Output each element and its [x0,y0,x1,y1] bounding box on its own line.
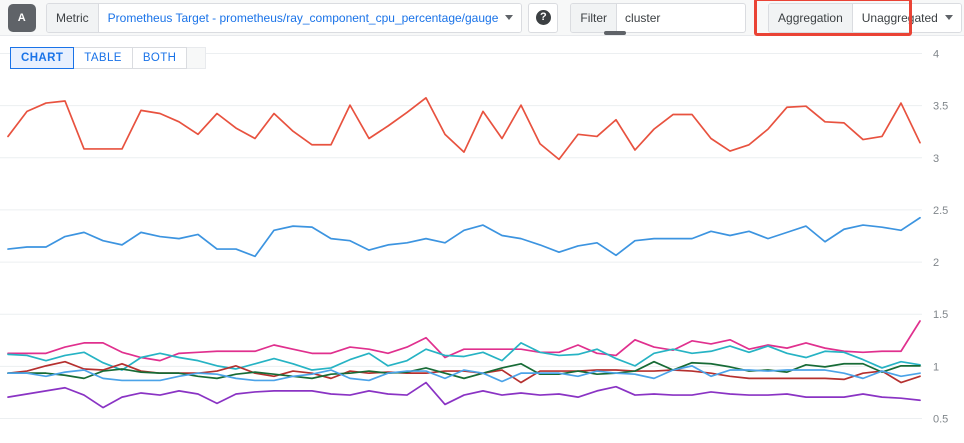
chart-series-line[interactable] [7,360,921,380]
y-axis-tick-label: 2.5 [933,205,948,217]
filter-input[interactable] [617,3,746,32]
chart-series-line[interactable] [7,216,921,258]
chart-series-line[interactable] [7,381,921,409]
y-axis-tick-label: 3.5 [933,101,948,113]
query-toolbar: A Metric Prometheus Target - prometheus/… [0,0,964,36]
aggregation-label: Aggregation [769,3,853,32]
timeseries-chart[interactable]: 4 3.5 3 2.5 2 1.5 1 0.5 [0,36,964,443]
filter-label: Filter [571,3,618,32]
view-tab-table[interactable]: TABLE [74,47,133,69]
view-tab-both[interactable]: BOTH [132,47,188,69]
drag-handle[interactable] [604,31,626,35]
y-axis-tick-label: 1.5 [933,309,948,321]
chart-panel: 4 3.5 3 2.5 2 1.5 1 0.5 [0,36,964,443]
view-tab-label: BOTH [142,52,177,64]
y-axis-tick-label: 1 [933,361,939,373]
view-tab-chart[interactable]: CHART [10,47,75,69]
metric-value-text: Prometheus Target - prometheus/ray_compo… [107,10,499,25]
chevron-down-icon [944,15,953,20]
aggregation-selector[interactable]: Aggregation Unaggregated [768,2,962,33]
filter-selector[interactable]: Filter [570,2,747,33]
chart-series-line[interactable] [7,365,921,383]
aggregation-value[interactable]: Unaggregated [852,3,961,32]
view-tab-label: CHART [21,52,64,64]
series-letter-badge[interactable]: A [8,3,36,32]
help-circle-icon: ? [535,10,551,25]
view-tab-label: TABLE [84,52,122,64]
metric-selector[interactable]: Metric Prometheus Target - prometheus/ra… [46,2,523,33]
chart-series-line[interactable] [7,342,921,371]
view-tabs: CHART TABLE BOTH [10,47,188,69]
aggregation-area: Aggregation Unaggregated [754,0,962,36]
metric-value[interactable]: Prometheus Target - prometheus/ray_compo… [98,3,522,32]
chart-series-line[interactable] [7,96,921,161]
y-axis-tick-label: 3 [933,153,939,165]
metric-label: Metric [47,3,99,32]
aggregation-value-text: Unaggregated [861,10,938,25]
help-button[interactable]: ? [528,2,559,33]
y-axis-tick-label: 0.5 [933,414,948,426]
y-axis-tick-label: 4 [933,49,939,61]
chart-series-line[interactable] [7,320,921,362]
chevron-down-icon [505,15,514,20]
y-axis-tick-label: 2 [933,257,939,269]
